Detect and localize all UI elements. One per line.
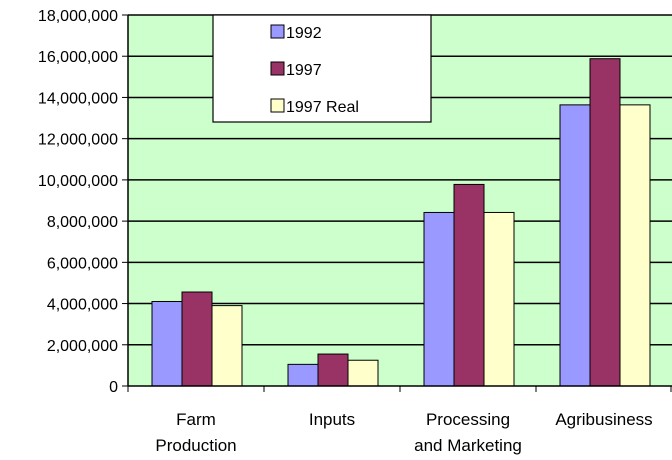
legend-label: 1992 [286, 25, 322, 42]
bar-1997 [317, 353, 349, 387]
y-tick-label: 16,000,000 [38, 49, 118, 66]
bar-1997 [181, 291, 213, 387]
bar-1992 [559, 104, 591, 387]
legend: 1992 1997 1997 Real [212, 14, 432, 123]
bars [151, 58, 651, 387]
bar-1997 [589, 58, 621, 387]
x-category-label: and Marketing [414, 436, 522, 455]
bar-1992 [151, 300, 183, 387]
y-tick-label: 10,000,000 [38, 173, 118, 190]
legend-swatch [270, 24, 285, 39]
y-tick-label: 18,000,000 [38, 8, 118, 25]
bar-1992 [287, 363, 319, 387]
y-tick-label: 8,000,000 [47, 214, 118, 231]
y-tick-label: 14,000,000 [38, 90, 118, 107]
x-category-label: Processing [426, 410, 510, 429]
legend-label: 1997 Real [286, 99, 359, 116]
legend-swatch [270, 61, 285, 76]
bar-1997-real [483, 211, 515, 387]
y-tick-label: 4,000,000 [47, 297, 118, 314]
bar-1997-real [619, 104, 651, 387]
x-category-label: Inputs [309, 410, 355, 429]
x-category-label: Agribusiness [555, 410, 652, 429]
y-tick-label: 2,000,000 [47, 338, 118, 355]
legend-box [212, 14, 432, 123]
y-tick-label: 12,000,000 [38, 132, 118, 149]
x-category-label: Production [155, 436, 236, 455]
x-category-labels: Farm Production Inputs Processing and Market… [155, 410, 652, 455]
axes [122, 14, 672, 392]
bar-1992 [423, 211, 455, 387]
bar-1997-real [347, 359, 379, 387]
x-category-label: Farm [176, 410, 216, 429]
y-tick-labels: 0 2,000,000 4,000,000 6,000,000 8,000,000 10,… [38, 8, 118, 396]
legend-label: 1997 [286, 62, 322, 79]
y-tick-label: 0 [109, 379, 118, 396]
legend-swatch [270, 98, 285, 113]
y-tick-label: 6,000,000 [47, 255, 118, 272]
bar-1997-real [211, 305, 243, 387]
bar-1997 [453, 183, 485, 387]
